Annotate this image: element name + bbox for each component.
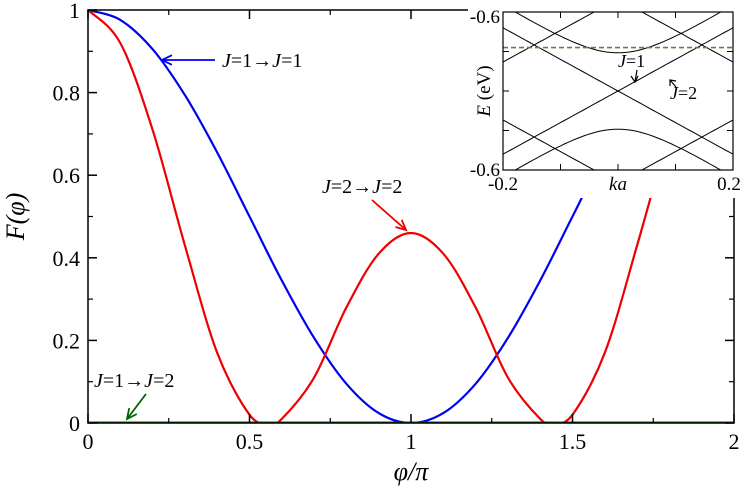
inset-band-line	[503, 0, 733, 3]
inset-band-line	[503, 119, 596, 170]
inset-band-line	[514, 12, 722, 54]
y-tick-label: 0.8	[53, 81, 81, 106]
inset-x-tick-label: 0.2	[717, 174, 741, 195]
y-tick-label: 0	[69, 411, 80, 436]
arrow-head	[159, 54, 173, 66]
arrow-head	[395, 219, 408, 232]
inset-plot: -0.2 0.2 -0.6 -0.6 ka E (eV) J=1 J=2	[468, 0, 747, 198]
x-tick-label: 0	[83, 429, 94, 454]
y-tick-label: 0.2	[53, 328, 81, 353]
inset-annotation-j1: J=1	[618, 51, 645, 71]
x-tick-label: 2	[729, 429, 740, 454]
y-tick-label: 1	[69, 0, 80, 23]
annotation-label: J=1→J=2	[94, 370, 174, 392]
y-tick-label: 0.4	[53, 246, 81, 271]
inset-arrow-j2	[669, 79, 677, 88]
inset-y-tick-label: -0.6	[470, 7, 500, 28]
inset-band-line	[640, 119, 733, 170]
inset-band-line	[503, 12, 596, 63]
inset-bands	[503, 0, 733, 170]
y-tick-label: 0.6	[53, 163, 81, 188]
inset-arrowhead-j2	[669, 79, 677, 86]
y-axis-label: F(φ)	[1, 193, 30, 242]
inset-arrowhead-j1	[630, 75, 639, 84]
inset-band-line	[503, 27, 733, 155]
inset-y-axis-label: E (eV)	[474, 65, 495, 117]
annotation-arrow	[126, 393, 147, 420]
annotation-label: J=1→J=1	[222, 50, 302, 72]
annotation-arrow	[371, 199, 407, 231]
inset-x-tick-label: -0.2	[488, 174, 518, 195]
inset-band-line	[514, 128, 722, 170]
x-tick-label: 0.5	[236, 429, 264, 454]
main-plot: 0 0.5 1 1.5 2 0 0.2 0.4 0.6 0.8 1 φ/π F(φ) J=1→J=1 J=2…	[1, 0, 740, 486]
inset-background	[468, 4, 747, 198]
arrow-head	[125, 408, 138, 421]
inset-y-tick-label: -0.6	[470, 160, 500, 181]
x-tick-label: 1	[406, 429, 417, 454]
inset-x-axis-label: ka	[609, 174, 627, 195]
inset-band-line	[640, 12, 733, 63]
x-axis-label: φ/π	[394, 457, 430, 486]
x-tick-label: 1.5	[559, 429, 587, 454]
annotation-label: J=2→J=2	[322, 176, 402, 198]
inset-annotation-j2: J=2	[670, 83, 697, 103]
